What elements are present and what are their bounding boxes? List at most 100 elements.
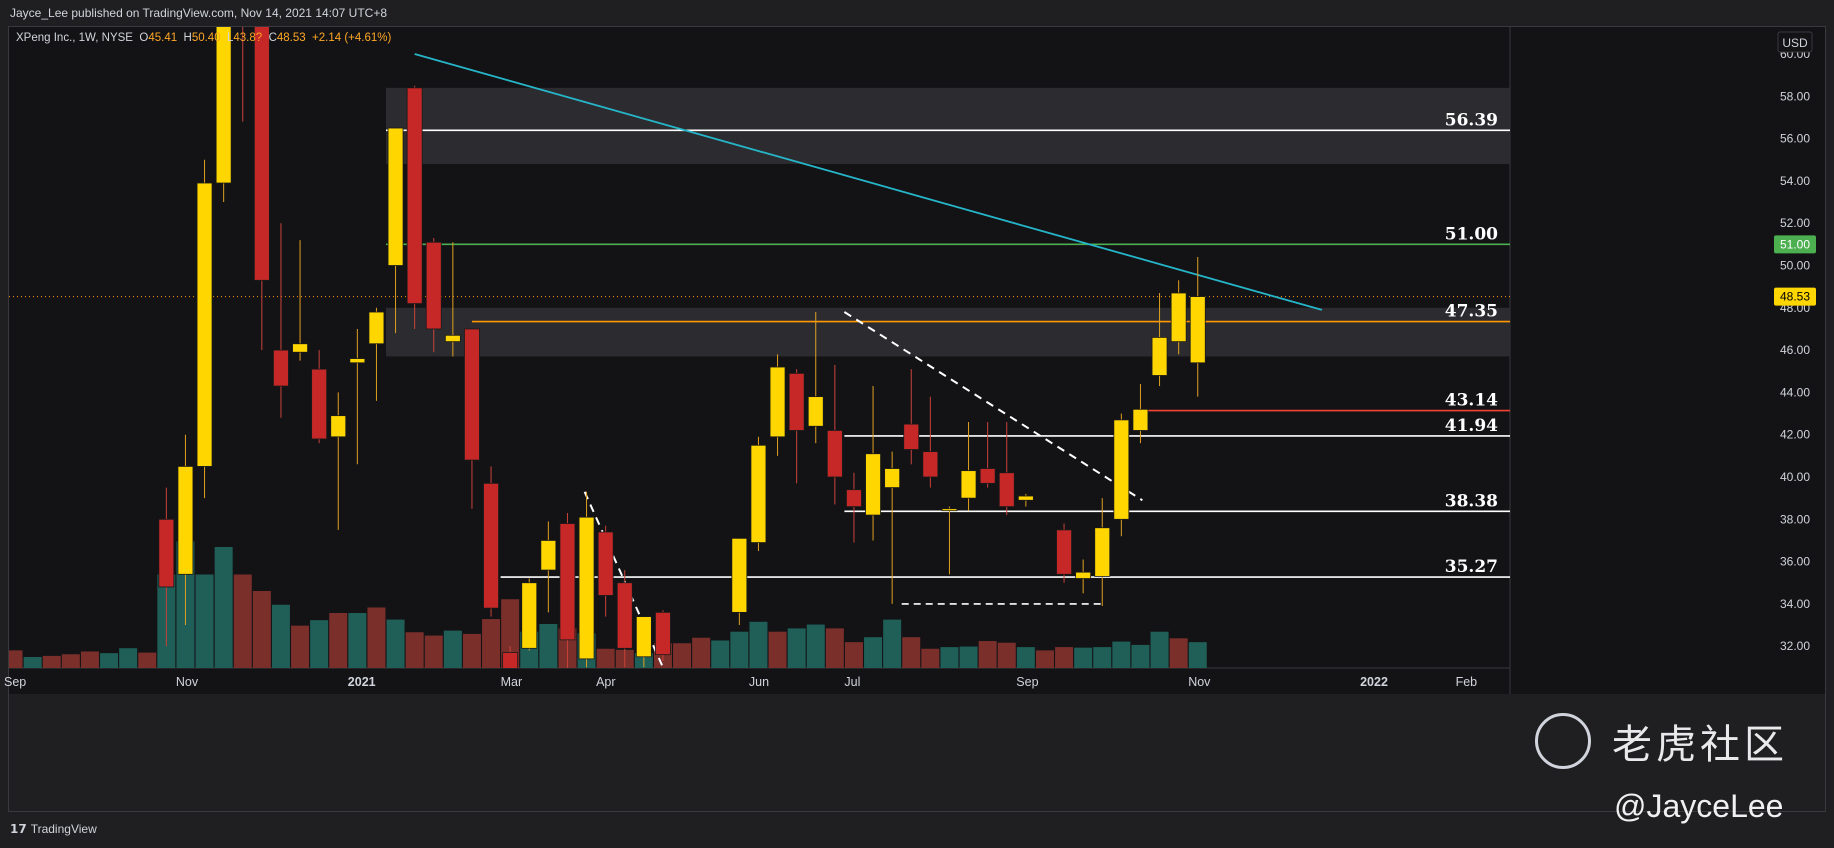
- level-label-35.27: 35.27: [1445, 557, 1498, 577]
- x-tick-label: Jun: [749, 675, 769, 689]
- candle-body: [941, 508, 958, 512]
- candle-body: [502, 652, 519, 668]
- candle-body: [330, 415, 347, 438]
- price-badge-label: 51.00: [1780, 237, 1810, 251]
- level-label-56.39: 56.39: [1445, 110, 1498, 130]
- volume-bar: [329, 613, 348, 668]
- candle-body: [731, 537, 748, 613]
- earnings-marker-label: E: [182, 752, 189, 763]
- volume-bar: [367, 607, 386, 668]
- candle-body: [196, 182, 213, 467]
- candle-body: [1189, 296, 1206, 364]
- level-label-41.94: 41.94: [1445, 416, 1498, 436]
- y-tick-label: 50.00: [1780, 259, 1810, 273]
- volume-bar: [959, 646, 978, 668]
- level-label-43.14: 43.14: [1445, 391, 1498, 411]
- dashed-trendline-0: [843, 311, 1143, 502]
- volume-bar: [1093, 647, 1112, 668]
- volume-bar: [482, 619, 501, 668]
- volume-bar: [730, 631, 749, 668]
- candle-body: [483, 482, 499, 609]
- earnings-marker: [1305, 748, 1319, 763]
- candle-body: [387, 127, 404, 266]
- x-tick-label: Sep: [1016, 675, 1038, 689]
- candle-body: [292, 343, 308, 353]
- y-tick-label: 36.00: [1780, 555, 1810, 569]
- chart-frame[interactable]: [8, 26, 1826, 812]
- earnings-marker: [178, 748, 192, 763]
- y-tick-label: 54.00: [1780, 174, 1810, 188]
- price-badge: [1774, 235, 1816, 254]
- volume-bar: [978, 641, 997, 668]
- candle-body: [769, 366, 786, 438]
- high-value: 50.40: [191, 32, 221, 44]
- publisher-bar: Jayce_Lee published on TradingView.com, …: [0, 0, 1834, 26]
- change-value: +2.14 (+4.61%): [312, 32, 392, 44]
- volume-bar: [271, 604, 290, 668]
- candle-body: [559, 523, 576, 641]
- y-tick-label: 44.00: [1780, 385, 1810, 399]
- candle-body: [903, 423, 920, 450]
- candle-body: [349, 358, 366, 364]
- candle-body: [444, 334, 461, 343]
- x-tick-label: Sep: [4, 675, 26, 689]
- x-tick-label: Nov: [1188, 675, 1211, 689]
- candle-body: [1151, 337, 1168, 376]
- x-tick-label: Jul: [844, 675, 860, 689]
- level-label-51.00: 51.00: [1445, 224, 1498, 244]
- currency-box: [1777, 31, 1813, 53]
- y-tick-label: 38.00: [1780, 512, 1810, 526]
- tradingview-logo-icon: 𝟭𝟳: [10, 822, 27, 836]
- volume-bar: [214, 547, 233, 668]
- volume-bar: [424, 635, 443, 668]
- volume-bar: [405, 632, 424, 668]
- candle-body: [253, 27, 270, 281]
- volume-bar: [1016, 647, 1035, 668]
- y-tick-label: 42.00: [1780, 428, 1810, 442]
- y-tick-label: 34.00: [1780, 597, 1810, 611]
- candle-body: [788, 372, 805, 431]
- candle-body: [464, 328, 480, 461]
- descending-trendline: [414, 53, 1323, 311]
- low-label: L: [226, 32, 234, 44]
- y-tick-label: 40.00: [1780, 470, 1810, 484]
- volume-bar: [386, 619, 405, 668]
- y-tick-label: 46.00: [1780, 343, 1810, 357]
- volume-bar: [997, 642, 1016, 668]
- publisher-line: Jayce_Lee published on TradingView.com, …: [10, 6, 388, 20]
- volume-bar: [902, 637, 921, 668]
- candle-body: [1017, 495, 1034, 501]
- volume-bar: [42, 655, 61, 668]
- candle-body: [1094, 527, 1111, 577]
- close-label: C: [268, 32, 277, 44]
- zone-1: [386, 307, 1510, 357]
- volume-bar: [1169, 638, 1188, 668]
- volume-bar: [864, 637, 883, 668]
- candle-body: [922, 451, 939, 478]
- time-axis-background: [9, 668, 1510, 694]
- candle-body: [826, 430, 843, 478]
- earnings-marker-label: E: [1023, 752, 1030, 763]
- candle-body: [177, 466, 194, 575]
- volume-bar: [310, 620, 329, 668]
- candle-body: [1170, 292, 1187, 343]
- volume-bar: [1131, 644, 1150, 668]
- level-label-47.35: 47.35: [1445, 302, 1498, 322]
- volume-bar: [348, 613, 367, 668]
- volume-bar: [883, 619, 902, 668]
- volume-bar: [673, 643, 692, 668]
- volume-bar: [1035, 650, 1054, 668]
- candle-body: [998, 472, 1015, 508]
- candle-body: [1075, 571, 1092, 579]
- price-badge-label: 48.53: [1780, 290, 1810, 304]
- low-value: 43.8?: [233, 32, 263, 44]
- volume-bar: [768, 631, 787, 668]
- open-label: O: [139, 32, 149, 44]
- footer-brand[interactable]: 𝟭𝟳 TradingView: [10, 822, 97, 836]
- candle-body: [1132, 408, 1149, 431]
- x-tick-label: Mar: [501, 675, 523, 689]
- candle-body: [578, 516, 595, 660]
- volume-bar: [462, 633, 481, 668]
- volume-bar: [692, 637, 711, 668]
